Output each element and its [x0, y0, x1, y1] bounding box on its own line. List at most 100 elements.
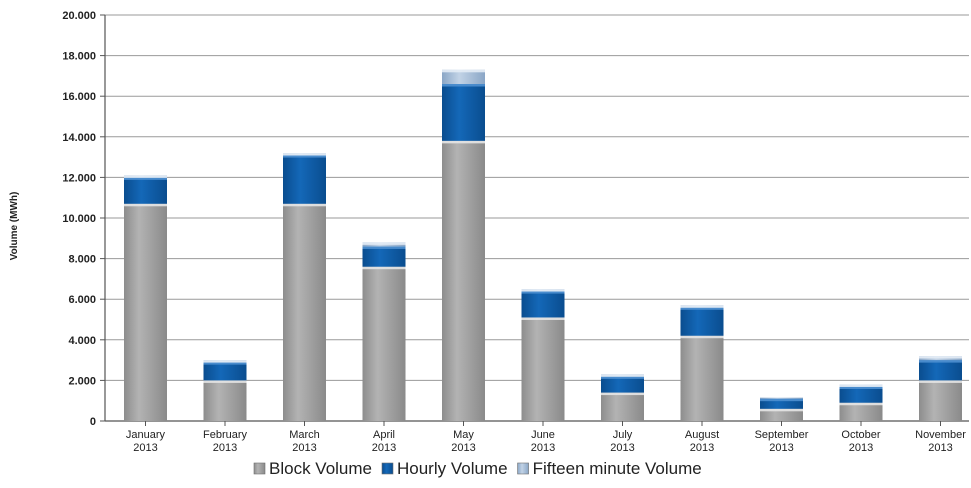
bar-segment-bevel: [124, 175, 167, 178]
y-tick-label: 16.000: [62, 91, 96, 103]
x-tick-label-month: January: [126, 429, 166, 441]
x-tick-label-month: August: [685, 429, 719, 441]
bar-segment-bevel: [124, 204, 167, 207]
bar-segment-bevel: [204, 360, 247, 363]
legend-label: Block Volume: [269, 459, 372, 478]
bar-segment-block-volume: [522, 317, 565, 421]
bar-segment-bevel: [204, 380, 247, 383]
bar-segment-bevel: [760, 399, 803, 402]
x-tick-label-year: 2013: [849, 442, 873, 454]
bar-segment-bevel: [601, 374, 644, 377]
x-tick-label-month: July: [613, 429, 633, 441]
bar-stack: [840, 384, 883, 421]
x-tick-label-year: 2013: [690, 442, 714, 454]
x-tick-label-month: April: [373, 429, 395, 441]
x-tick-label-year: 2013: [451, 442, 475, 454]
bar-segment-hourly-volume: [124, 177, 167, 203]
bar-segment-block-volume: [283, 204, 326, 421]
bar-segment-bevel: [442, 84, 485, 87]
legend-label: Fifteen minute Volume: [533, 459, 702, 478]
bar-segment-block-volume: [204, 380, 247, 421]
bar-segment-hourly-volume: [919, 360, 962, 380]
bar-segment-bevel: [363, 267, 406, 270]
bar-stack: [919, 356, 962, 421]
bar-segment-bevel: [442, 70, 485, 73]
bar-stack: [601, 374, 644, 421]
bar-stack: [760, 398, 803, 421]
bar-segment-bevel: [919, 360, 962, 363]
x-tick-label-month: May: [453, 429, 474, 441]
bar-segment-hourly-volume: [681, 307, 724, 335]
y-tick-label: 0: [90, 416, 96, 428]
bar-segment-block-volume: [681, 336, 724, 421]
bar-segment-bevel: [363, 242, 406, 245]
y-axis-title: Volume (MWh): [9, 192, 20, 261]
bar-segment-hourly-volume: [363, 246, 406, 266]
bar-segment-block-volume: [601, 393, 644, 421]
bar-segment-bevel: [840, 403, 883, 406]
y-tick-label: 10.000: [62, 213, 96, 225]
bar-segment-hourly-volume: [442, 84, 485, 141]
bar-segment-bevel: [522, 317, 565, 320]
bar-segment-block-volume: [840, 403, 883, 421]
y-tick-label: 14.000: [62, 132, 96, 144]
bar-stack: [124, 175, 167, 421]
bar-segment-bevel: [681, 336, 724, 339]
bar-stack: [204, 360, 247, 421]
legend-swatch: [254, 463, 265, 474]
bar-segment-block-volume: [442, 141, 485, 421]
bar-segment-hourly-volume: [204, 362, 247, 380]
bar-segment-bevel: [363, 246, 406, 249]
x-tick-label-month: March: [289, 429, 320, 441]
bar-segment-bevel: [442, 141, 485, 144]
legend-item: Block Volume: [254, 459, 372, 478]
x-tick-label-month: November: [915, 429, 966, 441]
x-tick-label-year: 2013: [372, 442, 396, 454]
y-tick-label: 12.000: [62, 172, 96, 184]
y-tick-label: 6.000: [68, 294, 96, 306]
bar-segment-block-volume: [124, 204, 167, 421]
x-tick-label-year: 2013: [133, 442, 157, 454]
x-tick-label-month: October: [841, 429, 880, 441]
legend: Block Volume Hourly Volume Fifteen minute …: [254, 459, 702, 478]
x-tick-label-year: 2013: [928, 442, 952, 454]
bar-segment-bevel: [919, 380, 962, 383]
y-tick-label: 2.000: [68, 375, 96, 387]
legend-swatch: [518, 463, 529, 474]
bar-stack: [442, 70, 485, 421]
bar-segment-bevel: [283, 204, 326, 207]
bar-segment-hourly-volume: [522, 291, 565, 317]
bar-segment-fifteen-minute-volume: [760, 398, 803, 399]
legend-item: Hourly Volume: [382, 459, 508, 478]
legend-label: Hourly Volume: [397, 459, 508, 478]
bar-stack: [681, 305, 724, 421]
bar-segment-hourly-volume: [283, 155, 326, 204]
bar-segment-bevel: [283, 153, 326, 156]
y-tick-label: 18.000: [62, 51, 96, 63]
bar-stack: [522, 289, 565, 421]
y-tick-label: 20.000: [62, 10, 96, 22]
x-tick-label-month: June: [531, 429, 555, 441]
bar-segment-block-volume: [363, 267, 406, 421]
bar-segment-bevel: [681, 305, 724, 308]
x-tick-label-month: September: [755, 429, 809, 441]
bar-segment-bevel: [760, 409, 803, 412]
bar-segment-bevel: [840, 384, 883, 387]
x-tick-label-month: February: [203, 429, 248, 441]
y-tick-label: 8.000: [68, 254, 96, 266]
x-tick-label-year: 2013: [292, 442, 316, 454]
bar-segment-bevel: [919, 356, 962, 359]
y-tick-label: 4.000: [68, 335, 96, 347]
x-tick-label-year: 2013: [769, 442, 793, 454]
x-tick-label-year: 2013: [531, 442, 555, 454]
bar-stack: [283, 153, 326, 421]
bar-segment-bevel: [522, 289, 565, 292]
x-tick-label-year: 2013: [213, 442, 237, 454]
bars: [124, 70, 962, 421]
legend-swatch: [382, 463, 393, 474]
bar-stack: [363, 242, 406, 421]
legend-item: Fifteen minute Volume: [518, 459, 702, 478]
x-tick-label-year: 2013: [610, 442, 634, 454]
